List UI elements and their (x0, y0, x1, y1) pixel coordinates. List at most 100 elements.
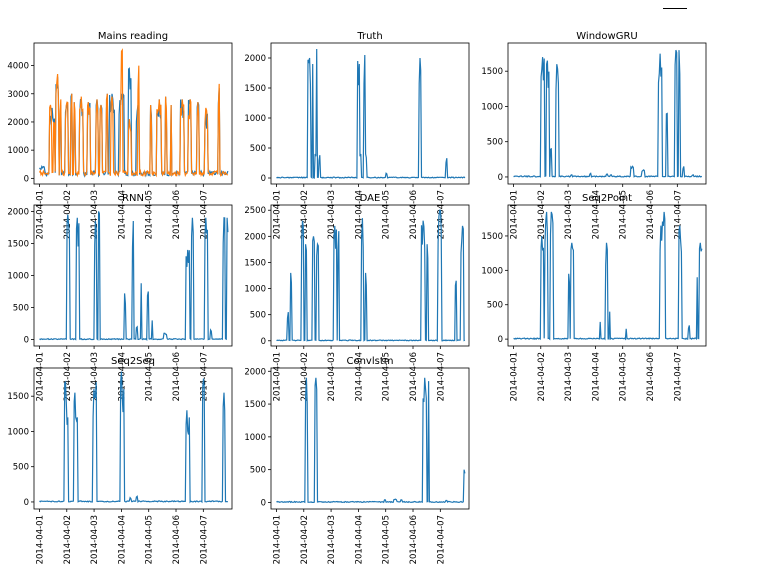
x-tick-label: 2014-04-06 (172, 190, 182, 239)
x-tick-label: 2014-04-01 (509, 352, 519, 401)
y-tick-label: 1500 (244, 400, 266, 410)
chart-title: Convlstm (346, 356, 393, 367)
x-tick-label: 2014-04-04 (354, 190, 364, 239)
x-tick-label: 2014-04-05 (382, 352, 392, 401)
x-tick-label: 2014-04-04 (354, 515, 364, 564)
x-tick-label: 2014-04-01 (35, 190, 45, 239)
x-tick-label: 2014-04-07 (673, 190, 683, 239)
x-tick-label: 2014-04-03 (90, 515, 100, 564)
y-tick-label: 0 (498, 335, 503, 345)
x-tick-label: 2014-04-05 (382, 515, 392, 564)
subplot-3: WindowGRU 0 500 1000 1500 2014-04-01 2014-04-0… (481, 31, 707, 239)
y-tick-label: 1500 (7, 392, 29, 402)
y-tick-label: 2000 (7, 118, 29, 128)
x-tick-label: 2014-04-02 (300, 190, 310, 239)
y-tick-label: 1000 (244, 433, 266, 443)
y-tick-label: 0 (261, 498, 266, 508)
y-tick-label: 500 (250, 311, 266, 321)
y-tick-label: 1000 (481, 266, 503, 276)
x-tick-label: 2014-04-07 (436, 190, 446, 239)
x-tick-label: 2014-04-07 (436, 352, 446, 401)
plot-frame (270, 367, 470, 510)
y-tick-label: 0 (261, 337, 266, 347)
plot-frame (507, 204, 707, 347)
x-tick-label: 2014-04-01 (509, 190, 519, 239)
plot-frame (507, 42, 707, 185)
x-tick-label: 2014-04-03 (327, 352, 337, 401)
x-tick-label: 2014-04-07 (673, 352, 683, 401)
y-tick-label: 1000 (7, 272, 29, 282)
subplot-8: Convlstm 0 500 1000 1500 2000 2014-04-01 2014-0… (244, 356, 470, 564)
series-line-1 (39, 371, 229, 504)
x-tick-label: 2014-04-05 (145, 515, 155, 564)
x-tick-label: 2014-04-02 (300, 515, 310, 564)
x-tick-label: 2014-04-03 (327, 190, 337, 239)
y-tick-label: 500 (250, 466, 266, 476)
y-tick-label: 0 (498, 173, 503, 183)
x-tick-label: 2014-04-02 (537, 190, 547, 239)
x-tick-label: 2014-04-06 (409, 515, 419, 564)
x-tick-label: 2014-04-06 (646, 352, 656, 401)
subplot-1: Mains reading 0 1000 2000 3000 4000 2014-04-01… (7, 31, 233, 239)
series-line-1 (39, 211, 229, 342)
y-tick-label: 500 (487, 301, 503, 311)
y-tick-label: 1500 (481, 67, 503, 77)
plot-frame (33, 367, 233, 510)
chart-title: Truth (356, 31, 382, 42)
x-tick-label: 2014-04-04 (591, 190, 601, 239)
y-tick-label: 1500 (244, 258, 266, 268)
x-tick-label: 2014-04-06 (409, 190, 419, 239)
x-tick-label: 2014-04-05 (619, 190, 629, 239)
y-tick-label: 500 (13, 304, 29, 314)
y-tick-label: 0 (24, 174, 29, 184)
x-tick-label: 2014-04-03 (327, 515, 337, 564)
chart-title: Seq2Seq (111, 356, 155, 367)
x-tick-label: 2014-04-01 (272, 352, 282, 401)
series-line-1 (276, 377, 466, 504)
x-tick-label: 2014-04-01 (35, 515, 45, 564)
subplot-6: Seq2Point 0 500 1000 1500 2014-04-01 2014-04-0… (481, 193, 707, 401)
series-line-1 (276, 209, 466, 342)
y-tick-label: 0 (261, 174, 266, 184)
y-tick-label: 0 (24, 336, 29, 346)
corner-mark (663, 8, 687, 9)
y-tick-label: 1500 (244, 84, 266, 94)
y-tick-label: 2500 (244, 206, 266, 216)
y-tick-label: 1000 (7, 427, 29, 437)
x-tick-label: 2014-04-04 (117, 515, 127, 564)
y-tick-label: 1000 (481, 102, 503, 112)
x-tick-label: 2014-04-05 (145, 352, 155, 401)
y-tick-label: 500 (13, 463, 29, 473)
x-tick-label: 2014-04-07 (436, 515, 446, 564)
x-tick-label: 2014-04-02 (63, 515, 73, 564)
x-tick-label: 2014-04-01 (272, 515, 282, 564)
chart-title: Seq2Point (582, 193, 632, 204)
x-tick-label: 2014-04-04 (117, 352, 127, 401)
y-tick-label: 500 (487, 138, 503, 148)
x-tick-label: 2014-04-02 (300, 352, 310, 401)
y-tick-label: 4000 (7, 62, 29, 72)
x-tick-label: 2014-04-03 (564, 190, 574, 239)
y-tick-label: 3000 (7, 90, 29, 100)
y-tick-label: 2000 (244, 367, 266, 377)
y-tick-label: 0 (24, 498, 29, 508)
chart-title: Mains reading (98, 31, 168, 42)
x-tick-label: 2014-04-07 (199, 515, 209, 564)
x-tick-label: 2014-04-05 (382, 190, 392, 239)
chart-title: RNN (122, 193, 144, 204)
x-tick-label: 2014-04-04 (591, 352, 601, 401)
x-tick-label: 2014-04-06 (172, 515, 182, 564)
chart-title: DAE (360, 193, 381, 204)
x-tick-label: 2014-04-06 (409, 352, 419, 401)
series-line-1 (513, 49, 702, 178)
series-line-1 (513, 211, 703, 341)
subplot-2: Truth 0 500 1000 1500 2000 2014-04-01 2014-04-0… (244, 31, 470, 239)
x-tick-label: 2014-04-05 (145, 190, 155, 239)
y-tick-label: 1500 (481, 232, 503, 242)
x-tick-label: 2014-04-04 (117, 190, 127, 239)
x-tick-label: 2014-04-03 (90, 352, 100, 401)
x-tick-label: 2014-04-02 (537, 352, 547, 401)
x-tick-label: 2014-04-03 (90, 190, 100, 239)
series-line-1 (276, 48, 466, 179)
